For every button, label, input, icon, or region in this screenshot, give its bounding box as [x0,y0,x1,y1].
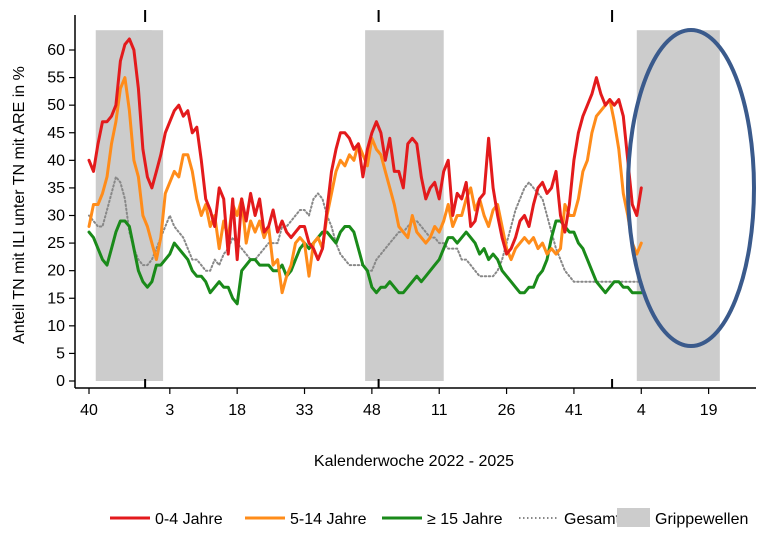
grippewelle-band-2 [365,30,444,381]
y-tick-label: 25 [47,235,65,252]
axes: 0 5 10 15 20 25 30 35 40 45 50 55 60 40 3 18 33 48 11 26 41 4… [47,10,756,419]
y-tick-label: 15 [47,290,65,307]
y-tick-label: 45 [47,125,65,142]
x-tick-label: 48 [363,402,381,419]
x-axis-title: Kalenderwoche 2022 - 2025 [314,453,514,470]
x-tick-label: 11 [431,402,448,419]
series-lines [87,37,643,306]
y-tick-label: 35 [47,180,65,197]
legend-label: Grippewellen [655,511,748,528]
x-tick-label: 3 [165,402,174,419]
y-tick-label: 0 [56,373,65,390]
y-axis-title: Anteil TN mit ILI unter TN mit ARE in % [11,66,28,344]
legend-swatch [617,508,650,527]
x-tick-label: 40 [80,402,98,419]
y-tick-label: 40 [47,152,65,169]
y-tick-label: 10 [47,318,65,335]
legend-label: 5-14 Jahre [290,511,367,528]
legend-label: Gesamt [564,511,621,528]
y-tick-label: 5 [56,345,65,362]
y-tick-label: 30 [47,208,65,225]
x-tick-label: 41 [565,402,583,419]
highlight-ellipse [626,28,756,348]
x-tick-label: 19 [700,402,718,419]
y-tick-label: 50 [47,97,65,114]
y-tick-label: 20 [47,263,65,280]
legend-label: 0-4 Jahre [155,511,223,528]
series-line-2 [87,219,643,306]
legend: 0-4 Jahre 5-14 Jahre ≥ 15 Jahre Gesamt Gripp… [110,508,748,528]
x-tick-label: 26 [498,402,516,419]
y-tick-label: 60 [47,42,65,59]
x-tick-label: 33 [296,402,314,419]
x-tick-label: 18 [228,402,246,419]
y-tick-label: 55 [47,70,65,87]
series-line-0 [87,37,643,262]
x-tick-label: 4 [637,402,646,419]
grippewelle-band-3 [636,30,720,381]
legend-label: ≥ 15 Jahre [427,511,503,528]
grippewellen-bands [95,30,720,381]
grippewelle-band-1 [136,30,164,381]
